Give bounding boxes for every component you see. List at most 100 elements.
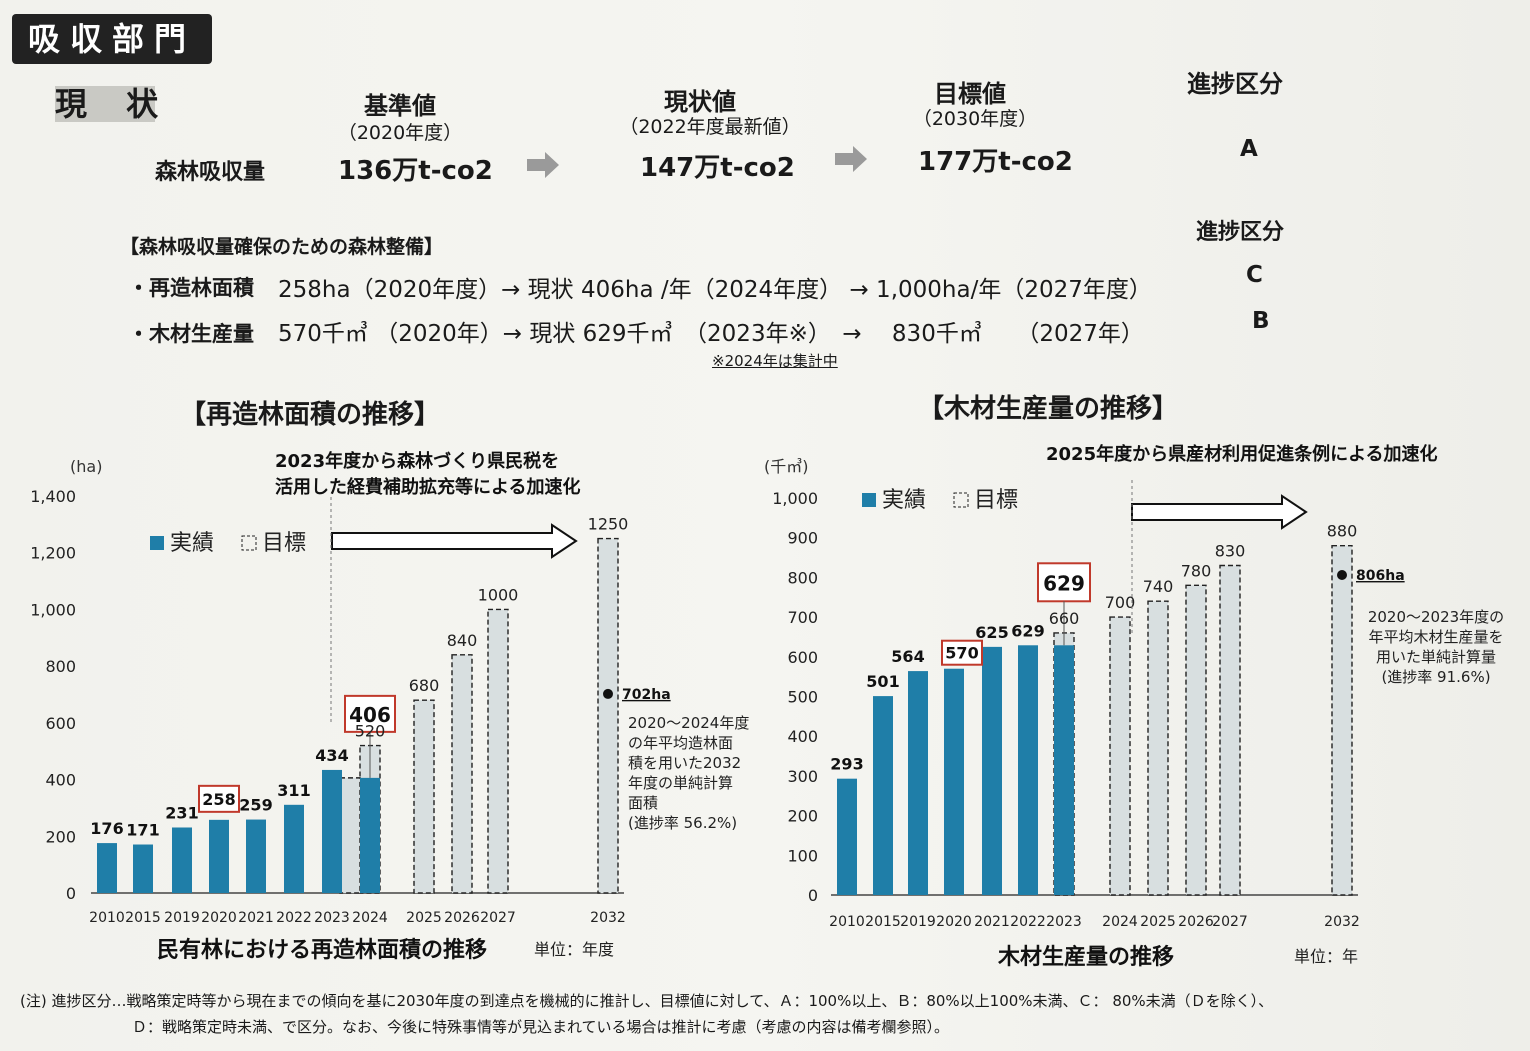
annotation-text: 積を用いた2032 — [628, 754, 741, 772]
baseline-value: 136万t-co2 — [338, 156, 493, 186]
actual-bar — [246, 819, 266, 893]
x-tick-label: 2021 — [974, 914, 1010, 930]
data-label: 176 — [90, 819, 123, 838]
data-label: 680 — [409, 676, 440, 695]
y-tick-label: 800 — [45, 657, 76, 676]
section-tag: 吸収部門 — [12, 14, 212, 64]
x-tick-label: 2026 — [444, 910, 480, 926]
current-header: 現状値 — [664, 88, 736, 116]
data-label: 231 — [165, 803, 198, 822]
data-label: 830 — [1215, 541, 1246, 560]
legend-target: 目標 — [974, 488, 1018, 513]
data-label: 1000 — [478, 585, 519, 604]
annotation-text: 年平均木材生産量を — [1368, 628, 1503, 646]
annotation-text: の年平均造林面 — [628, 734, 733, 752]
y-axis-unit: (千㎥) — [764, 457, 809, 476]
annotation-text: 2020～2023年度の — [1368, 608, 1504, 626]
actual-bar — [209, 819, 229, 893]
x-tick-label: 2022 — [276, 910, 312, 926]
y-tick-label: 0 — [66, 884, 76, 903]
baseline-sub: （2020年度） — [337, 122, 463, 144]
x-tick-label: 2027 — [1212, 914, 1248, 930]
legend-swatch-target — [241, 535, 257, 551]
y-tick-label: 600 — [787, 648, 818, 667]
y-tick-label: 200 — [45, 827, 76, 846]
x-tick-label: 2025 — [1140, 914, 1176, 930]
row-label: 森林吸収量 — [155, 160, 266, 185]
x-tick-label: 2027 — [480, 910, 516, 926]
arrow-caption: 2025年度から県産材利用促進条例による加速化 — [1046, 443, 1438, 465]
footnote-line1: (注) 進捗区分…戦略策定時等から現在までの傾向を基に2030年度の到達点を機械… — [20, 992, 1274, 1010]
actual-bar — [908, 671, 928, 895]
target-bar — [597, 537, 619, 894]
data-label: 625 — [975, 623, 1008, 642]
acceleration-arrow — [1131, 494, 1308, 530]
annotation-text: 用いた単純計算量 — [1376, 648, 1496, 666]
target-bar — [1109, 616, 1131, 896]
x-tick-label: 2020 — [936, 914, 972, 930]
grade-value: A — [1240, 136, 1258, 162]
data-label: 311 — [277, 781, 310, 800]
data-label: 501 — [866, 672, 899, 691]
actual-bar — [133, 844, 153, 893]
actual-bar — [322, 769, 342, 893]
arrow-caption: 活用した経費補助拡充等による加速化 — [275, 476, 580, 498]
x-tick-label: 2032 — [1324, 914, 1360, 930]
data-label: 629 — [1011, 621, 1044, 640]
legend-actual: 実績 — [170, 531, 214, 556]
actual-bar — [1054, 645, 1074, 895]
y-tick-label: 1,200 — [30, 544, 76, 563]
x-tick-label: 2026 — [1178, 914, 1214, 930]
timber-chart: (千㎥) 0 100 200 300 400 500 600 700 800 900 1,000 201… — [764, 443, 1504, 970]
target-bar — [1219, 564, 1241, 896]
chart-subtitle: 木材生産量の推移 — [997, 944, 1174, 970]
x-tick-label: 2023 — [314, 910, 350, 926]
x-tick-label: 2022 — [1010, 914, 1046, 930]
y-tick-label: 900 — [787, 529, 818, 548]
data-label: 171 — [126, 821, 159, 840]
annotation-text: (進捗率 56.2%) — [628, 814, 737, 832]
arrow-caption: 2023年度から森林づくり県民税を — [275, 450, 559, 472]
data-label: 293 — [830, 755, 863, 774]
data-label: 258 — [202, 790, 235, 809]
target-bar — [451, 654, 473, 894]
data-label: 570 — [945, 644, 978, 663]
y-tick-label: 1,000 — [772, 489, 818, 508]
data-label: 520 — [355, 722, 386, 741]
annotation-text: 年度の単純計算 — [628, 774, 733, 792]
current-sub: （2022年度最新値） — [619, 116, 801, 138]
data-label: 434 — [315, 746, 348, 765]
target-bar — [487, 608, 509, 894]
legend-swatch-target — [953, 492, 969, 508]
x-tick-label: 2020 — [201, 910, 237, 926]
x-tick-label: 2019 — [900, 914, 936, 930]
target-value: 177万t-co2 — [918, 147, 1073, 177]
actual-bar — [284, 804, 304, 893]
target-bar — [1147, 600, 1169, 896]
annotation-text: (進捗率 91.6%) — [1381, 668, 1490, 686]
x-tick-label: 2025 — [406, 910, 442, 926]
x-tick-label: 2023 — [1046, 914, 1082, 930]
aggregation-note: ※2024年は集計中 — [712, 352, 838, 370]
grade-header: 進捗区分 — [1187, 70, 1283, 98]
unit-note: 単位：年度 — [534, 940, 614, 959]
arrow-right-icon — [527, 152, 559, 178]
row-grade-reforest: C — [1246, 262, 1263, 288]
highlight-box — [941, 639, 983, 666]
target-header: 目標値 — [934, 80, 1006, 108]
data-label: 660 — [1049, 609, 1080, 628]
target-sub: （2030年度） — [912, 108, 1038, 130]
target-bar — [1185, 584, 1207, 896]
actual-bar — [360, 777, 380, 893]
annotation-text: 面積 — [628, 794, 658, 812]
data-label: 700 — [1105, 593, 1136, 612]
actual-bar — [982, 646, 1002, 895]
y-tick-label: 1,000 — [30, 600, 76, 619]
current-value: 147万t-co2 — [640, 153, 795, 183]
target-bar — [413, 699, 435, 894]
y-axis-unit: (ha) — [70, 457, 102, 476]
legend-actual: 実績 — [882, 488, 926, 513]
x-tick-label: 2010 — [829, 914, 865, 930]
data-label: 780 — [1181, 561, 1212, 580]
legend-target: 目標 — [262, 531, 306, 556]
